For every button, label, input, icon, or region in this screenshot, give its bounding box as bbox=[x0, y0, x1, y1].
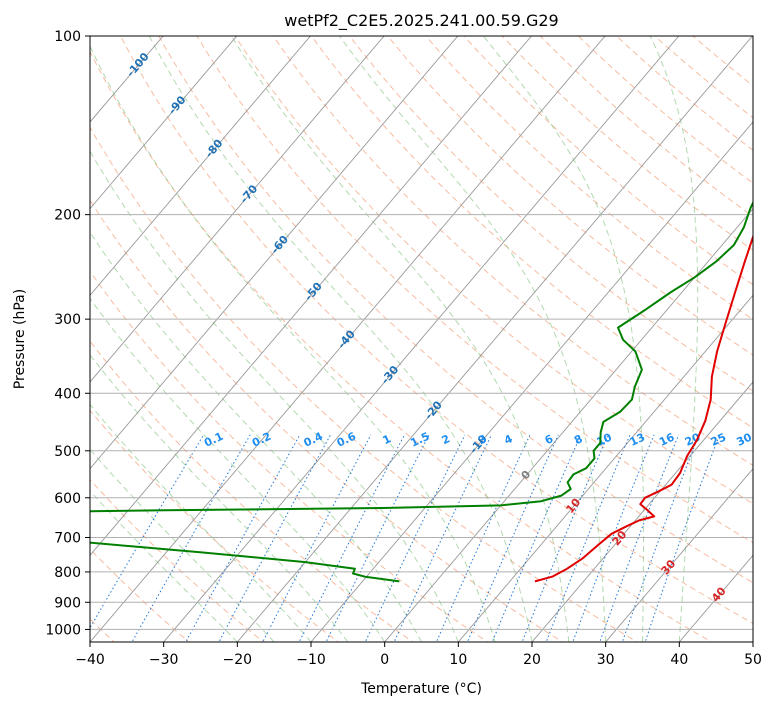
mixing-ratio-line bbox=[599, 434, 680, 642]
dry-adiabat bbox=[310, 36, 753, 429]
isotherm bbox=[605, 467, 753, 642]
moist-adiabat bbox=[90, 354, 349, 642]
x-tick-label: −10 bbox=[296, 652, 326, 668]
dry-adiabat bbox=[463, 36, 753, 286]
y-tick-label: 1000 bbox=[45, 622, 81, 638]
isotherm bbox=[236, 36, 753, 642]
dry-adiabat bbox=[196, 36, 753, 544]
y-axis-label: Pressure (hPa) bbox=[12, 289, 28, 389]
isotherm bbox=[90, 36, 238, 210]
moist-adiabat bbox=[338, 36, 607, 642]
isotherm bbox=[310, 121, 753, 642]
mixing-ratio-line bbox=[572, 434, 655, 642]
moist-adiabat bbox=[90, 150, 459, 642]
x-axis: −40 −30 −20 −10 0 10 20 30 40 50 bbox=[75, 642, 762, 668]
mixing-ratio-line bbox=[131, 434, 251, 642]
moist-adiabat bbox=[148, 36, 533, 642]
mixing-ratio-line bbox=[393, 434, 492, 642]
mixing-ratio-lines bbox=[90, 434, 720, 642]
moist-adiabat bbox=[90, 297, 386, 642]
x-tick-label: −40 bbox=[75, 652, 105, 668]
y-tick-label: 600 bbox=[54, 491, 81, 507]
x-tick-label: 50 bbox=[744, 652, 762, 668]
isobars bbox=[90, 36, 753, 630]
sounding-line bbox=[534, 233, 753, 583]
mixing-ratio-label: 13 bbox=[628, 431, 647, 449]
moist-adiabat bbox=[90, 45, 496, 642]
isotherms bbox=[90, 36, 753, 642]
mixing-ratio-line bbox=[90, 434, 205, 629]
mixing-ratio-line bbox=[185, 434, 301, 642]
dry-adiabat bbox=[90, 478, 265, 642]
x-tick-label: −30 bbox=[149, 652, 179, 668]
mixing-ratio-line bbox=[364, 434, 466, 642]
mixing-ratio-line bbox=[218, 434, 331, 642]
isotherm bbox=[90, 36, 459, 470]
sounding-line bbox=[90, 200, 753, 583]
y-tick-label: 500 bbox=[54, 444, 81, 460]
y-tick-label: 400 bbox=[54, 386, 81, 402]
y-axis: 100 200 300 400 500 600 700 800 900 1000 bbox=[45, 29, 90, 638]
y-tick-label: 900 bbox=[54, 595, 81, 611]
y-tick-label: 800 bbox=[54, 565, 81, 581]
mixing-ratio-line bbox=[262, 434, 372, 642]
dry-adiabat bbox=[90, 199, 564, 642]
x-tick-label: −20 bbox=[223, 652, 253, 668]
y-tick-label: 300 bbox=[54, 312, 81, 328]
moist-adiabats bbox=[90, 36, 699, 642]
isotherm bbox=[90, 36, 385, 383]
x-tick-label: 30 bbox=[597, 652, 615, 668]
mixing-ratio-line bbox=[644, 434, 720, 642]
isotherm bbox=[90, 36, 312, 297]
isotherm bbox=[531, 381, 753, 642]
y-tick-label: 200 bbox=[54, 208, 81, 224]
mixing-ratio-line bbox=[325, 434, 430, 642]
x-tick-label: 0 bbox=[380, 652, 389, 668]
sounding-profiles bbox=[90, 200, 753, 583]
mixing-ratio-label: 30 bbox=[734, 430, 754, 448]
mixing-ratio-label: 25 bbox=[709, 431, 728, 449]
moist-adiabat bbox=[90, 448, 275, 642]
dry-adiabat bbox=[234, 36, 753, 505]
mixing-ratio-line bbox=[545, 434, 631, 642]
isotherm bbox=[384, 207, 753, 642]
plot-frame bbox=[89, 35, 754, 643]
x-tick-label: 10 bbox=[449, 652, 467, 668]
moist-adiabat bbox=[90, 231, 422, 642]
moist-adiabat bbox=[230, 36, 570, 642]
plot-area: -100-90-80-70-60-50-40-30-20-10010203040… bbox=[90, 36, 754, 642]
mixing-ratio-label: 20 bbox=[683, 431, 703, 449]
isotherm bbox=[90, 36, 606, 642]
chart-title: wetPf2_C2E5.2025.241.00.59.G29 bbox=[284, 11, 558, 31]
x-tick-label: 40 bbox=[670, 652, 688, 668]
moist-adiabat bbox=[90, 490, 238, 642]
dry-adiabat bbox=[272, 36, 753, 466]
y-tick-label: 700 bbox=[54, 531, 81, 547]
moist-adiabat bbox=[483, 36, 644, 642]
isotherm bbox=[457, 294, 753, 642]
isotherm bbox=[90, 36, 533, 557]
isotherm bbox=[163, 36, 680, 642]
moist-adiabat bbox=[649, 36, 699, 642]
x-tick-label: 20 bbox=[523, 652, 541, 668]
x-axis-label: Temperature (°C) bbox=[360, 681, 482, 697]
dry-adiabat bbox=[348, 36, 753, 392]
y-tick-label: 100 bbox=[54, 29, 81, 45]
mixing-ratio-line bbox=[621, 434, 700, 642]
mixing-ratio-label: 16 bbox=[657, 430, 677, 448]
